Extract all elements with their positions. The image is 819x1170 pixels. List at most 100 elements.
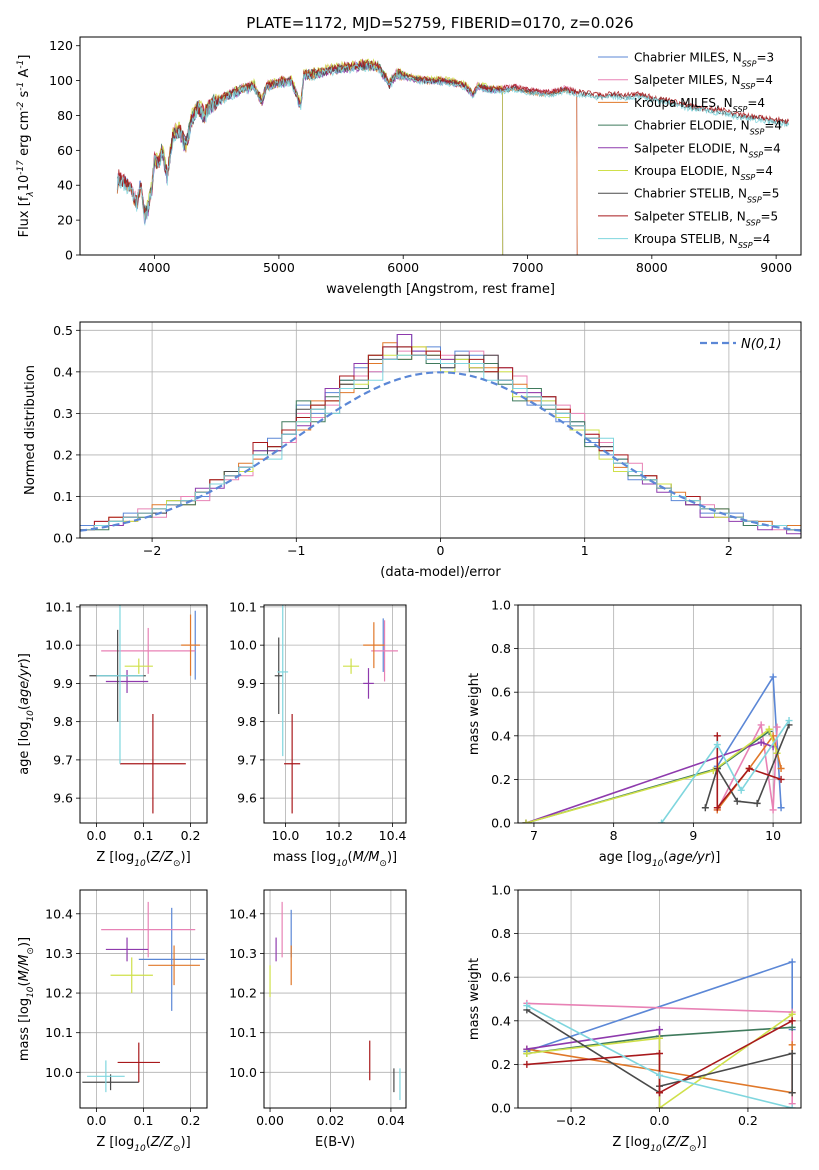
y-tick-label: 0.6 — [491, 685, 511, 700]
weight-marker — [788, 1023, 796, 1031]
plot-area-mass_vs_EBV — [269, 901, 401, 1101]
label-run: -2 — [16, 101, 26, 110]
panel-mass_vs_EBV: 0.00 0.02 0.04 10.0 10.1 10.2 10.3 10.4 E(B-V) — [229, 889, 407, 1150]
y-tick-label: 80 — [57, 108, 73, 123]
label-run: SSP — [742, 59, 757, 68]
y-tick-label: 0.2 — [53, 447, 73, 462]
x-tick-label: 10.2 — [325, 828, 353, 843]
label-run: )] — [697, 1135, 707, 1150]
x-tick-label: 7 — [530, 828, 538, 843]
error-point — [101, 627, 196, 674]
weight-marker — [788, 1104, 796, 1108]
x-tick-label: 0.00 — [256, 1113, 284, 1128]
y-tick-label: 1.0 — [491, 883, 511, 898]
weight-marker — [523, 1002, 531, 1010]
y-tick-label: 1.0 — [491, 598, 511, 613]
label-run: SSP — [748, 150, 763, 159]
y-tick-label: 20 — [57, 213, 73, 228]
panel-mass_vs_Z: 0.0 0.1 0.210.010.110.210.310.4Z [log10(Z/… — [17, 889, 208, 1154]
error-point — [82, 1074, 139, 1091]
label-run: mass weight — [467, 958, 482, 1040]
figure-title: PLATE=1172, MJD=52759, FIBERID=0170, z=0… — [246, 14, 633, 32]
weight-marker — [713, 804, 721, 812]
weight-marker — [709, 767, 717, 775]
axes-frame — [263, 604, 407, 824]
plot-area-weight_vs_age — [522, 673, 793, 823]
weight-marker — [757, 721, 765, 729]
weight-marker — [773, 723, 781, 731]
y-tick-label: 10.4 — [45, 906, 73, 921]
weight-marker — [788, 958, 796, 966]
weight-marker — [769, 673, 777, 681]
error-point — [105, 670, 149, 693]
y-tick-label: 100 — [49, 73, 73, 88]
label-run: erg cm — [17, 111, 32, 160]
y-tick-label: 120 — [49, 38, 73, 53]
y-tick-label: 9.6 — [237, 791, 257, 806]
x-tick-label: −0.2 — [556, 1113, 586, 1128]
error-point — [148, 945, 200, 986]
y-tick-label: 10.0 — [45, 638, 73, 653]
y-axis-label: Normed distribution — [23, 365, 38, 495]
label-run: Z/Z — [150, 1135, 174, 1150]
label-run: N(0,1) — [741, 337, 782, 352]
weight-marker — [745, 765, 753, 772]
label-run: ( — [662, 1135, 667, 1150]
label-run: (data-model)/error — [380, 565, 501, 580]
spectrum-line — [141, 62, 504, 255]
label-run: SSP — [733, 104, 748, 113]
spectrum-line — [141, 58, 504, 255]
y-tick-label: 9.7 — [237, 752, 257, 767]
label-run: ( — [348, 850, 353, 865]
error-point — [138, 907, 205, 1011]
x-axis-label: Z [log10(Z/Z⊙)] — [612, 1135, 706, 1154]
x-axis-label: age [log10(age/yr)] — [599, 850, 721, 869]
label-run: Z [log — [612, 1135, 650, 1150]
label-run: )] — [181, 1135, 191, 1150]
label-run: -1 — [16, 60, 26, 69]
label-run: Z [log — [96, 1135, 134, 1150]
label-run: 10 — [26, 986, 36, 998]
label-run: Kroupa ELODIE, N — [634, 164, 741, 178]
error-point — [181, 614, 200, 676]
error-point — [363, 668, 374, 699]
error-point — [363, 622, 385, 669]
weight-line — [525, 728, 778, 823]
weight-marker — [788, 1041, 796, 1049]
legend-label: Salpeter ELODIE, NSSP=4 — [634, 141, 781, 159]
y-axis-label: Flux [fλ10-17 erg cm-2 s-1 A-1] — [16, 55, 36, 238]
panel-age_vs_mass: 10.0 10.2 10.4 9.6 9.7 9.8 9.9 10.0 10.1 mass [lo… — [229, 599, 407, 869]
label-run: Flux [f — [17, 196, 32, 237]
label-run: Chabrier STELIB, N — [634, 187, 747, 201]
label-run: =4 — [753, 232, 771, 246]
spectrum-line — [141, 60, 504, 255]
y-tick-label: 9.6 — [53, 791, 73, 806]
label-run: Salpeter MILES, N — [634, 73, 741, 87]
y-axis-label: age [log10(age/yr)] — [17, 653, 36, 775]
x-tick-label: 0 — [437, 543, 445, 558]
weight-marker — [757, 738, 765, 746]
axes-frame — [263, 889, 407, 1109]
weight-marker — [788, 1010, 796, 1018]
axes-frame — [79, 889, 208, 1109]
y-tick-label: 0.5 — [53, 323, 73, 338]
label-run: )] — [710, 850, 720, 865]
label-run: M/M — [353, 850, 380, 865]
x-tick-label: 1 — [581, 543, 589, 558]
label-run: SSP — [741, 173, 756, 182]
weight-marker — [522, 819, 530, 823]
weight-marker — [713, 741, 721, 749]
y-tick-label: 10.3 — [229, 946, 257, 961]
label-run: E(B-V) — [315, 1135, 355, 1150]
label-run: SSP — [746, 218, 761, 227]
y-tick-label: 0.2 — [491, 1057, 511, 1072]
weight-line — [716, 735, 782, 810]
x-tick-label: 0.1 — [134, 1113, 154, 1128]
label-run: =4 — [763, 141, 781, 155]
y-tick-label: 0.4 — [491, 728, 511, 743]
x-tick-label: 5000 — [263, 260, 295, 275]
label-run: Normed distribution — [23, 365, 38, 495]
weight-marker — [733, 797, 741, 805]
label-run: -1 — [16, 82, 26, 91]
